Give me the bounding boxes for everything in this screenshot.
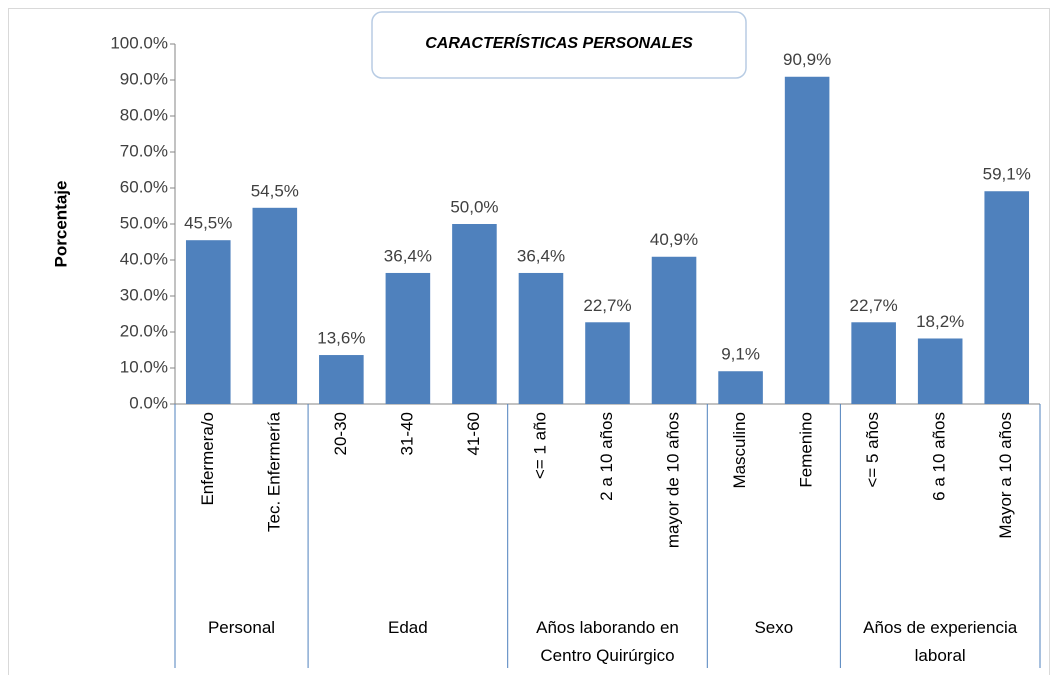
y-tick-label: 10.0% bbox=[120, 357, 168, 376]
bar bbox=[917, 338, 963, 404]
y-tick-label: 100.0% bbox=[110, 33, 168, 52]
y-tick-label: 50.0% bbox=[120, 213, 168, 232]
group-label: Sexo bbox=[754, 618, 794, 637]
bar bbox=[784, 76, 830, 404]
x-tick-label: Masculino bbox=[730, 412, 749, 489]
value-label: 40,9% bbox=[650, 230, 698, 249]
value-label: 13,6% bbox=[317, 329, 365, 348]
x-tick-label: mayor de 10 años bbox=[664, 412, 683, 548]
x-tick-label: <= 1 año bbox=[530, 412, 549, 479]
bar bbox=[385, 272, 431, 404]
bar bbox=[585, 322, 630, 404]
group-label: Personal bbox=[207, 618, 276, 637]
bar bbox=[185, 240, 231, 404]
x-tick-label: 2 a 10 años bbox=[597, 412, 616, 501]
x-tick-label: Tec. Enfermería bbox=[264, 411, 283, 532]
y-axis-label: Porcentaje bbox=[51, 181, 70, 268]
value-label: 22,7% bbox=[583, 296, 631, 315]
value-label: 36,4% bbox=[384, 246, 432, 265]
bar bbox=[718, 371, 763, 404]
bar bbox=[651, 256, 697, 404]
bar bbox=[518, 272, 564, 404]
chart-border bbox=[8, 8, 1050, 675]
y-tick-label: 30.0% bbox=[120, 285, 168, 304]
value-label: 18,2% bbox=[916, 312, 964, 331]
bar bbox=[252, 207, 298, 404]
y-tick-label: 80.0% bbox=[120, 105, 168, 124]
y-tick-label: 40.0% bbox=[120, 249, 168, 268]
x-tick-label: 41-60 bbox=[464, 412, 483, 455]
value-label: 45,5% bbox=[184, 214, 232, 233]
value-label: 90,9% bbox=[783, 50, 831, 69]
x-tick-label: 20-30 bbox=[331, 412, 350, 455]
x-tick-label: Mayor a 10 años bbox=[996, 412, 1015, 539]
value-label: 54,5% bbox=[251, 181, 299, 200]
y-tick-label: 90.0% bbox=[120, 69, 168, 88]
group-label: Años de experiencia laboral bbox=[863, 618, 1018, 665]
bar bbox=[319, 355, 364, 404]
bar bbox=[452, 224, 497, 404]
group-label: Edad bbox=[388, 618, 428, 637]
value-label: 59,1% bbox=[983, 165, 1031, 184]
x-tick-label: 6 a 10 años bbox=[930, 412, 949, 501]
x-tick-label: 31-40 bbox=[397, 412, 416, 455]
value-label: 36,4% bbox=[517, 246, 565, 265]
bar bbox=[851, 322, 896, 404]
y-tick-label: 20.0% bbox=[120, 321, 168, 340]
x-tick-label: Femenino bbox=[797, 412, 816, 488]
chart-title: CARACTERÍSTICAS PERSONALES bbox=[425, 33, 693, 52]
x-tick-label: Enfermera/o bbox=[198, 412, 217, 506]
y-tick-label: 0.0% bbox=[129, 393, 168, 412]
x-tick-label: <= 5 años bbox=[863, 412, 882, 488]
title-box bbox=[371, 11, 747, 79]
y-tick-label: 70.0% bbox=[120, 141, 168, 160]
group-label: Años laborando en Centro Quirúrgico bbox=[536, 618, 679, 665]
y-tick-label: 60.0% bbox=[120, 177, 168, 196]
value-label: 50,0% bbox=[450, 197, 498, 216]
value-label: 22,7% bbox=[850, 296, 898, 315]
value-label: 9,1% bbox=[721, 345, 760, 364]
bar bbox=[984, 191, 1030, 404]
